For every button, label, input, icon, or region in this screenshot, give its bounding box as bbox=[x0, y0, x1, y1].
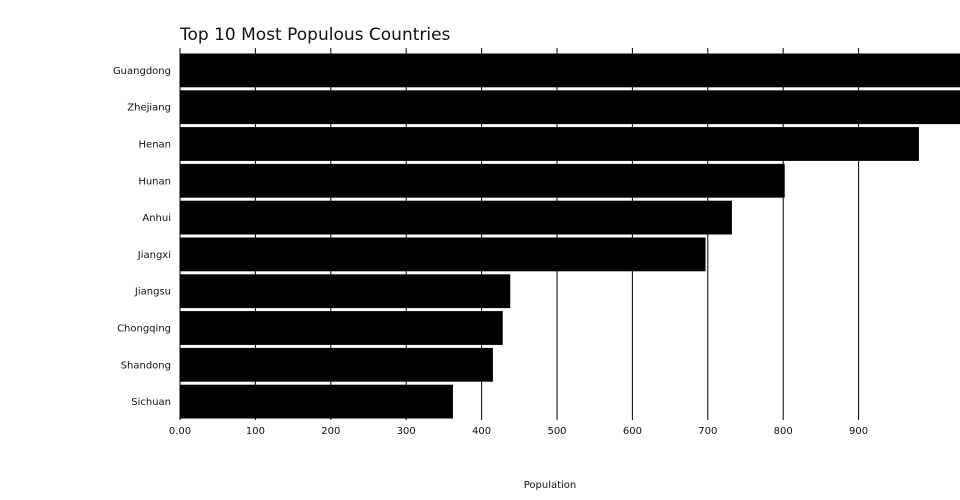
bar bbox=[180, 237, 706, 272]
category-label: Jiangxi bbox=[137, 250, 171, 261]
bar bbox=[180, 311, 503, 345]
category-labels: Guangdong Zhejiang Henan Hunan Anhui Jiangxi J… bbox=[113, 66, 171, 408]
bar bbox=[180, 127, 919, 161]
x-axis-label: Population bbox=[524, 480, 577, 491]
x-tick-label: 500 bbox=[547, 426, 566, 437]
x-tick-label: 200 bbox=[321, 426, 340, 437]
x-tick-label: 700 bbox=[698, 426, 717, 437]
category-label: Anhui bbox=[142, 213, 171, 224]
bar bbox=[180, 274, 511, 309]
bars bbox=[180, 53, 960, 419]
category-label: Shandong bbox=[121, 360, 171, 371]
x-tick-label: 300 bbox=[397, 426, 416, 437]
category-label: Guangdong bbox=[113, 66, 171, 77]
category-label: Hunan bbox=[138, 176, 171, 187]
bar bbox=[180, 200, 732, 235]
bar bbox=[180, 347, 493, 382]
category-label: Chongqing bbox=[117, 324, 171, 335]
bar bbox=[180, 90, 960, 125]
x-tick-label: 100 bbox=[246, 426, 265, 437]
bar bbox=[180, 384, 453, 419]
x-tick-label: 400 bbox=[472, 426, 491, 437]
category-label: Jiangsu bbox=[134, 287, 171, 298]
x-tick-label: 800 bbox=[774, 426, 793, 437]
x-tick-label: 0.00 bbox=[169, 426, 191, 437]
bar bbox=[180, 163, 785, 198]
bar bbox=[180, 53, 960, 88]
x-tick-label: 900 bbox=[849, 426, 868, 437]
category-label: Zhejiang bbox=[127, 103, 171, 114]
x-tick-label: 600 bbox=[623, 426, 642, 437]
x-tick-labels: 0.00 100 200 300 400 500 600 700 800 900 bbox=[169, 426, 868, 437]
chart-title: Top 10 Most Populous Countries bbox=[179, 25, 451, 45]
category-label: Sichuan bbox=[131, 397, 171, 408]
category-label: Henan bbox=[139, 140, 171, 151]
